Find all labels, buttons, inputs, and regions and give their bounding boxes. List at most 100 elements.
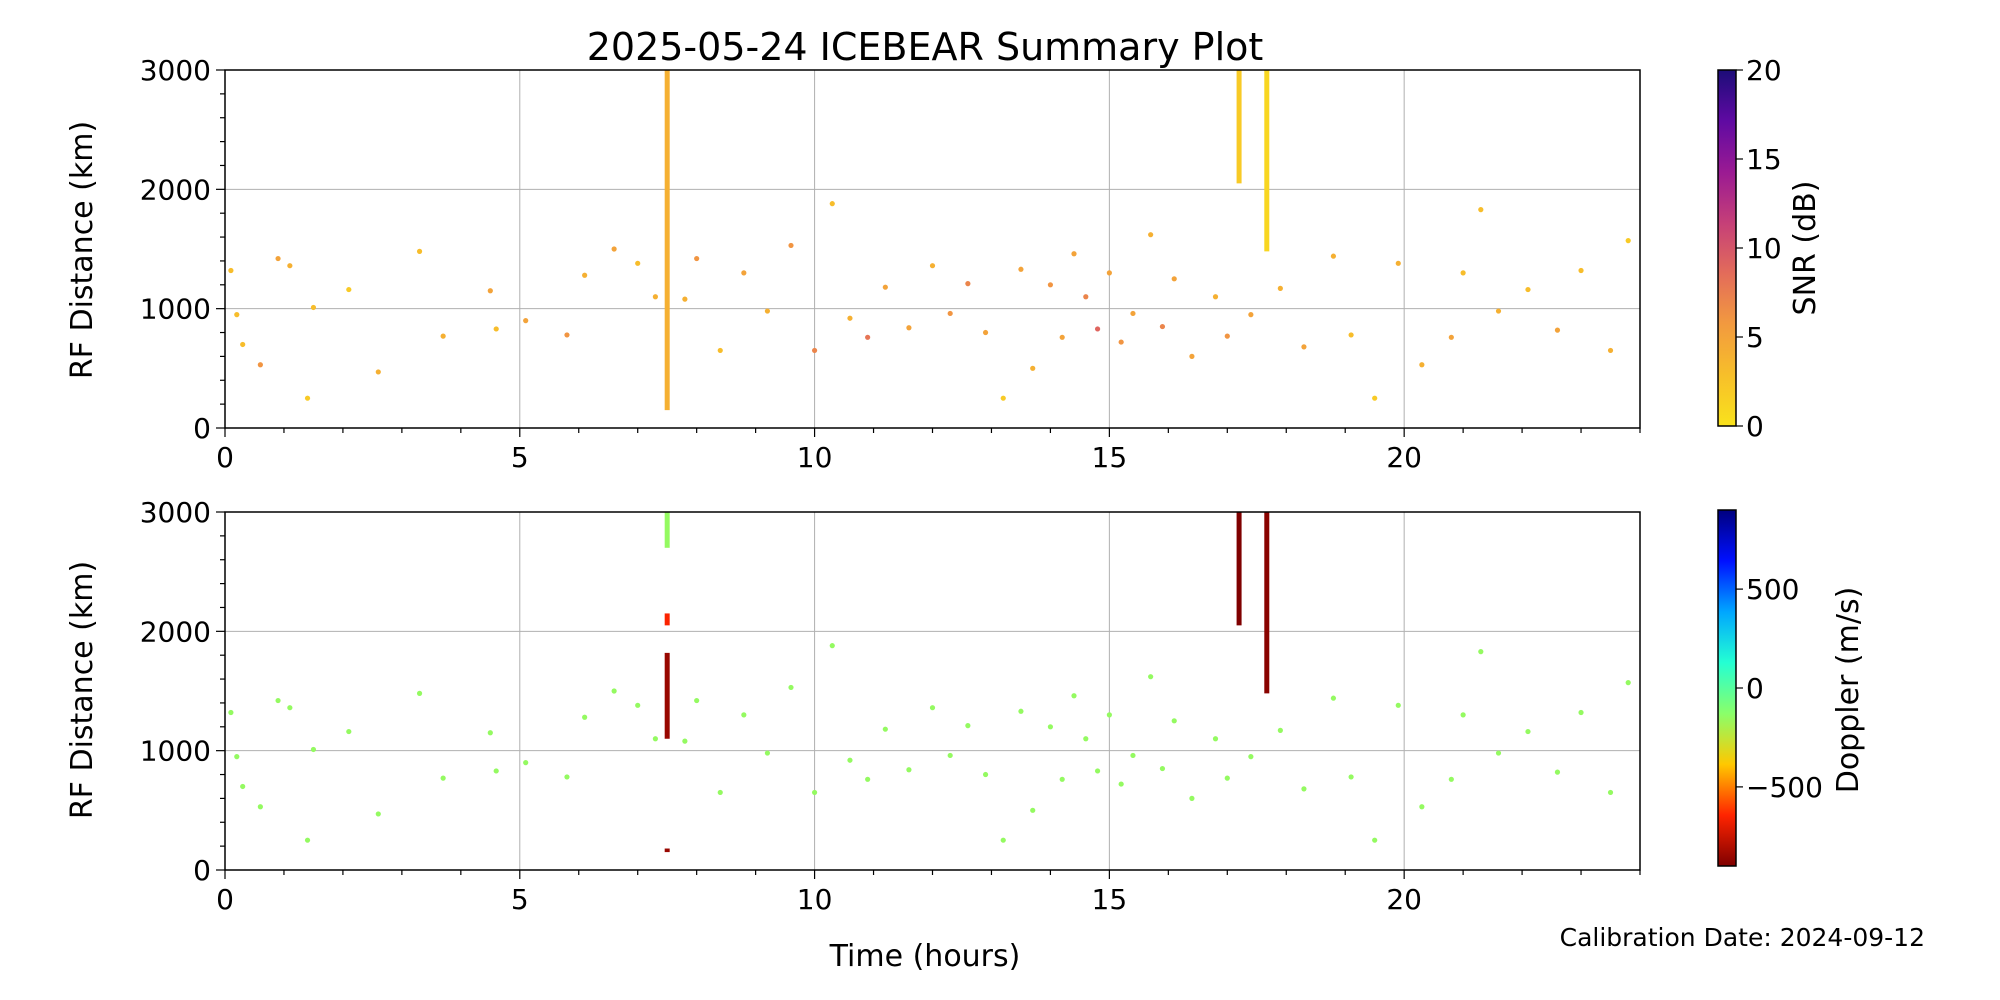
doppler-colorbar-tick-label: −500	[1746, 771, 1823, 804]
doppler-points	[228, 643, 1631, 843]
doppler-point	[375, 811, 381, 817]
snr-point	[929, 263, 936, 269]
snr-colorbar-tick-label: 5	[1746, 321, 1764, 354]
snr-y-tick-label: 1000	[140, 293, 211, 326]
snr-streaks	[664, 70, 1270, 411]
snr-colorbar-tick-label: 0	[1746, 410, 1764, 443]
snr-point	[965, 281, 971, 287]
doppler-y-axis-label: RF Distance (km)	[65, 561, 100, 819]
snr-point	[1460, 270, 1466, 276]
snr-point	[1301, 344, 1307, 350]
snr-point	[1212, 294, 1219, 300]
doppler-colorbar-ticks: −500 0 500	[1736, 573, 1823, 804]
snr-colorbar-gradient	[1717, 69, 1737, 427]
doppler-point	[1171, 718, 1177, 724]
doppler-point	[1118, 781, 1124, 787]
doppler-panel: 0 5 10 15 20 0 1000 2000 3000 RF Distance (km)	[65, 496, 1641, 916]
doppler-point	[1248, 754, 1254, 760]
snr-point	[304, 395, 311, 401]
snr-point	[1330, 253, 1337, 259]
doppler-point	[1277, 727, 1283, 733]
doppler-point	[228, 709, 234, 716]
snr-point	[1495, 308, 1502, 314]
doppler-point	[1083, 736, 1089, 742]
doppler-point	[1159, 765, 1166, 772]
snr-point	[829, 201, 835, 207]
doppler-x-tick-label: 10	[797, 883, 833, 916]
doppler-colorbar-gradient	[1717, 509, 1737, 867]
doppler-point	[1130, 752, 1136, 759]
doppler-point	[906, 767, 912, 773]
doppler-point	[1372, 837, 1378, 843]
snr-point	[1118, 339, 1124, 345]
doppler-point	[1030, 807, 1036, 813]
doppler-point	[564, 774, 570, 780]
doppler-point	[1059, 776, 1065, 782]
snr-point	[847, 315, 853, 321]
snr-point	[287, 263, 293, 269]
doppler-point	[1625, 680, 1631, 686]
snr-point	[788, 242, 794, 249]
doppler-y-tick-label: 2000	[140, 615, 211, 648]
snr-x-tick-label: 10	[797, 441, 833, 474]
doppler-x-tick-label: 15	[1092, 883, 1128, 916]
snr-point	[1071, 251, 1077, 257]
doppler-point	[440, 775, 446, 781]
snr-point	[1348, 332, 1354, 338]
snr-x-tick-label: 15	[1092, 441, 1128, 474]
doppler-point	[811, 789, 818, 796]
doppler-point	[947, 752, 953, 759]
snr-point	[811, 347, 818, 354]
doppler-point	[1348, 774, 1354, 780]
doppler-x-tick-label: 20	[1386, 883, 1422, 916]
snr-plot-border	[224, 69, 1641, 429]
doppler-point	[865, 776, 871, 782]
doppler-colorbar: −500 0 500 Doppler (m/s)	[1717, 509, 1866, 867]
snr-colorbar-tick-label: 15	[1746, 143, 1782, 176]
snr-point	[1448, 334, 1454, 340]
doppler-point	[1448, 776, 1454, 782]
doppler-colorbar-label: Doppler (m/s)	[1831, 587, 1866, 794]
doppler-point	[682, 738, 688, 744]
snr-point	[1018, 266, 1024, 272]
snr-point	[741, 270, 747, 276]
doppler-x-tick-label: 0	[216, 883, 234, 916]
calibration-date: Calibration Date: 2024-09-12	[1560, 923, 1925, 952]
doppler-x-ticks: 0 5 10 15 20	[216, 870, 1641, 916]
doppler-y-tick-label: 0	[193, 854, 211, 887]
doppler-point	[1460, 712, 1466, 718]
snr-point	[1248, 312, 1254, 318]
doppler-point	[788, 684, 794, 691]
doppler-point	[635, 702, 641, 708]
snr-point	[493, 326, 499, 332]
snr-point	[1094, 326, 1101, 332]
snr-point	[240, 341, 246, 348]
snr-point	[416, 248, 423, 254]
snr-point	[1159, 323, 1166, 330]
snr-point	[375, 369, 381, 375]
snr-point	[440, 333, 446, 339]
doppler-point	[1419, 804, 1425, 810]
snr-point	[694, 255, 700, 262]
doppler-point	[1395, 702, 1401, 708]
doppler-point	[1607, 789, 1614, 796]
snr-point	[275, 255, 281, 262]
snr-point	[1130, 310, 1136, 317]
snr-x-tick-label: 5	[511, 441, 529, 474]
snr-point	[1000, 395, 1006, 401]
snr-point	[1083, 294, 1089, 300]
snr-y-tick-label: 3000	[140, 54, 211, 87]
doppler-point	[829, 643, 835, 649]
snr-point	[487, 288, 493, 294]
doppler-point	[611, 688, 617, 694]
snr-point	[982, 329, 989, 336]
snr-point	[1419, 362, 1425, 368]
snr-point	[682, 296, 688, 302]
doppler-point	[1189, 795, 1195, 802]
doppler-point	[1071, 693, 1077, 699]
doppler-point	[1478, 649, 1484, 655]
snr-axes-frame	[224, 69, 1641, 429]
doppler-plot-border	[224, 511, 1641, 871]
snr-point	[635, 260, 641, 266]
